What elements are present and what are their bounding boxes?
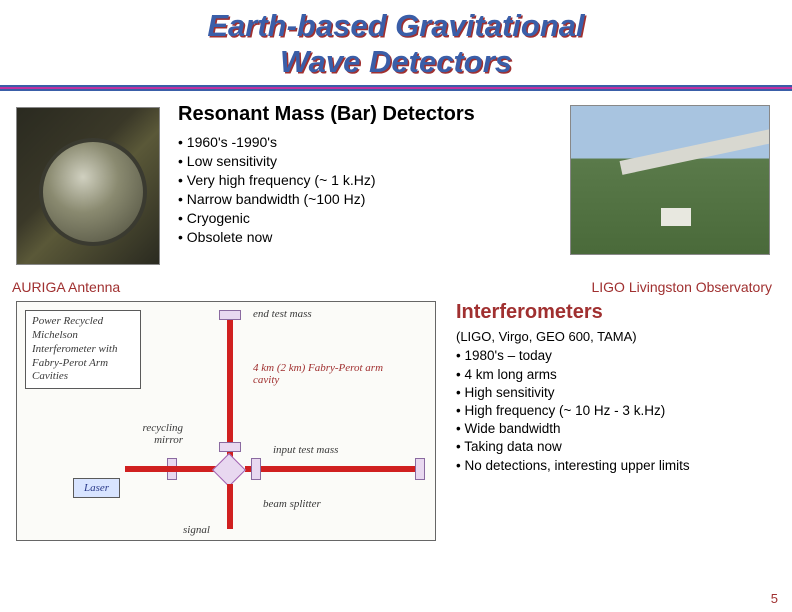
resonant-item: Very high frequency (~ 1 k.Hz) — [178, 171, 376, 190]
resonant-item: Low sensitivity — [178, 152, 376, 171]
interf-item: High frequency (~ 10 Hz - 3 k.Hz) — [456, 402, 776, 420]
slide-title-line1: Earth-based Gravitational — [0, 8, 792, 44]
interf-item: High sensitivity — [456, 384, 776, 402]
ligo-photo — [570, 105, 770, 255]
auriga-photo — [16, 107, 160, 265]
resonant-bullets: 1960's -1990's Low sensitivity Very high… — [178, 133, 376, 246]
recycling-mirror-label: recycling mirror — [123, 422, 183, 446]
interferometers-subtitle: (LIGO, Virgo, GEO 600, TAMA) — [456, 329, 637, 344]
end-test-mass-label: end test mass — [253, 308, 312, 320]
end-test-mass-right — [415, 458, 425, 480]
input-test-mass-top — [219, 442, 241, 452]
resonant-item: Cryogenic — [178, 209, 376, 228]
beam-horizontal-arm — [245, 466, 415, 472]
interferometers-bullets: 1980's – today 4 km long arms High sensi… — [456, 347, 776, 475]
signal-label: signal — [183, 524, 210, 536]
slide-title-line2: Wave Detectors — [0, 44, 792, 80]
interf-item: Taking data now — [456, 438, 776, 456]
laser-box: Laser — [73, 478, 120, 498]
end-test-mass-top — [219, 310, 241, 320]
interf-item: 1980's – today — [456, 347, 776, 365]
interf-item: No detections, interesting upper limits — [456, 457, 776, 475]
beam-signal — [227, 484, 233, 529]
upper-section: AURIGA Antenna Resonant Mass (Bar) Detec… — [0, 91, 792, 301]
resonant-item: 1960's -1990's — [178, 133, 376, 152]
interferometers-heading: Interferometers — [456, 301, 603, 324]
cavity-label: 4 km (2 km) Fabry-Perot arm cavity — [253, 362, 393, 386]
auriga-caption: AURIGA Antenna — [12, 279, 120, 295]
ligo-caption: LIGO Livingston Observatory — [591, 279, 772, 295]
interf-item: 4 km long arms — [456, 366, 776, 384]
interferometer-diagram: Power Recycled Michelson Interferometer … — [16, 301, 436, 541]
interf-item: Wide bandwidth — [456, 420, 776, 438]
input-test-mass-label: input test mass — [273, 444, 338, 456]
beam-splitter-label: beam splitter — [263, 498, 321, 510]
diagram-description-box: Power Recycled Michelson Interferometer … — [25, 310, 141, 389]
title-area: Earth-based Gravitational Wave Detectors — [0, 0, 792, 79]
input-test-mass-right — [251, 458, 261, 480]
page-number: 5 — [771, 591, 778, 606]
beam-splitter — [212, 453, 246, 487]
resonant-item: Obsolete now — [178, 228, 376, 247]
beam-laser-in — [125, 466, 225, 472]
lower-section: Power Recycled Michelson Interferometer … — [0, 301, 792, 591]
resonant-item: Narrow bandwidth (~100 Hz) — [178, 190, 376, 209]
resonant-heading: Resonant Mass (Bar) Detectors — [178, 103, 475, 126]
